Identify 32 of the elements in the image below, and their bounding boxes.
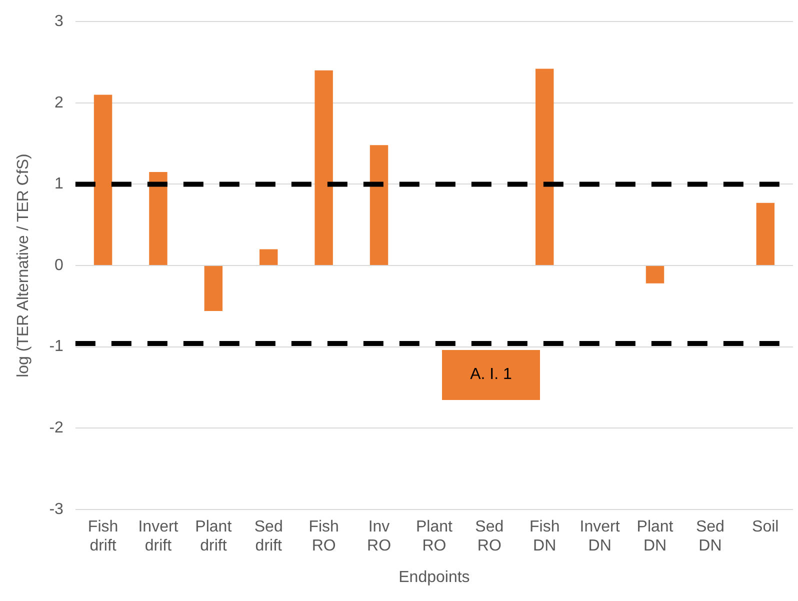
- x-tick-label: Plant DN: [636, 518, 674, 555]
- x-tick-label: Soil: [752, 518, 779, 536]
- y-tick-label: -1: [49, 338, 64, 356]
- bar: [370, 145, 388, 265]
- bar: [94, 94, 112, 265]
- y-tick-label: 2: [54, 94, 64, 112]
- y-tick-label: 1: [54, 176, 64, 193]
- x-tick-label: Sed RO: [475, 518, 504, 555]
- bar: [536, 68, 554, 265]
- x-tick-label: Invert DN: [580, 518, 620, 555]
- y-tick-label: -2: [49, 420, 64, 437]
- x-tick-label: Sed DN: [696, 518, 724, 555]
- y-tick-label: 3: [54, 13, 64, 30]
- bar: [260, 249, 278, 265]
- label-box: A. I. 1: [442, 350, 540, 400]
- x-tick-label: Plant RO: [416, 518, 453, 555]
- x-tick-label: Fish drift: [88, 518, 118, 555]
- x-tick-label: Invert drift: [138, 518, 179, 555]
- x-tick-label: Fish DN: [529, 518, 560, 555]
- bar: [646, 266, 664, 284]
- x-tick-label: Inv RO: [367, 518, 392, 555]
- bar: [149, 172, 168, 265]
- x-tick-label: Plant drift: [195, 518, 232, 555]
- x-tick-label: Sed drift: [254, 518, 283, 555]
- y-tick-label: 0: [54, 256, 64, 274]
- y-tick-label: -3: [49, 500, 64, 518]
- y-axis-title: log (TER Alternative / TER CfS): [15, 154, 32, 378]
- x-tick-label: Fish RO: [308, 518, 339, 555]
- bar: [314, 70, 333, 265]
- x-axis-title: Endpoints: [398, 568, 470, 586]
- bar: [204, 266, 223, 312]
- bar: [756, 202, 775, 265]
